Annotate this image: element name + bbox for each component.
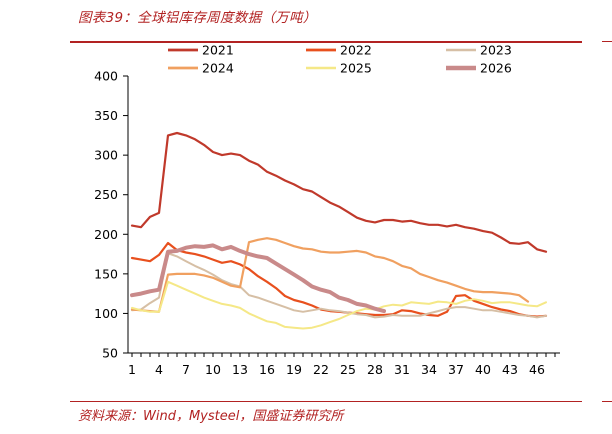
y-tick-label: 150: [94, 266, 118, 281]
axes: 50 100 150 200 250 300 350 400 1 4 7 10 13 16 19 22 25 28…: [94, 69, 560, 377]
x-tick-label: 1: [128, 362, 136, 377]
series-line-2021: [130, 131, 548, 253]
legend-label-2025: 2025: [340, 61, 372, 76]
legend: 2021 2022 2023 2024 2025 2026: [168, 43, 512, 76]
legend-label-2021: 2021: [202, 43, 234, 58]
right-tick-bottom: [602, 401, 612, 402]
x-tick-label: 28: [367, 362, 383, 377]
top-rule: [70, 41, 582, 43]
series-line-2023: [131, 252, 547, 319]
x-tick-label: 19: [286, 362, 302, 377]
y-tick-label: 350: [94, 108, 118, 123]
x-tick-label: 34: [421, 362, 437, 377]
series-line-2024: [130, 237, 530, 313]
x-tick-label: 4: [155, 362, 163, 377]
series-line-2025: [131, 280, 547, 330]
x-tick-label: 46: [529, 362, 545, 377]
x-tick-label: 10: [205, 362, 221, 377]
chart-title: 图表39：全球铝库存周度数据（万吨）: [78, 10, 317, 26]
x-tick-label: 25: [340, 362, 356, 377]
legend-label-2026: 2026: [480, 61, 512, 76]
y-tick-label: 250: [94, 187, 118, 202]
legend-label-2024: 2024: [202, 61, 234, 76]
x-tick-label: 40: [475, 362, 491, 377]
y-tick-label: 100: [94, 306, 118, 321]
x-tick-label: 13: [232, 362, 248, 377]
y-tick-label: 50: [102, 346, 118, 361]
legend-label-2022: 2022: [340, 43, 372, 58]
legend-label-2023: 2023: [480, 43, 512, 58]
x-tick-label: 7: [182, 362, 190, 377]
y-tick-label: 200: [94, 227, 118, 242]
x-tick-label: 31: [394, 362, 410, 377]
y-tick-label: 300: [94, 148, 118, 163]
x-tick-label: 16: [259, 362, 275, 377]
source-note: 资料来源：Wind，Mysteel，国盛证券研究所: [78, 409, 344, 424]
right-tick-top: [602, 41, 612, 42]
x-tick-label: 22: [313, 362, 329, 377]
x-tick-label: 37: [448, 362, 464, 377]
series-line-2022: [130, 241, 548, 318]
bottom-rule: [70, 401, 582, 402]
x-tick-label: 43: [502, 362, 518, 377]
series-layer: [130, 131, 548, 330]
y-tick-label: 400: [94, 69, 118, 84]
series-line-2026: [130, 243, 386, 314]
